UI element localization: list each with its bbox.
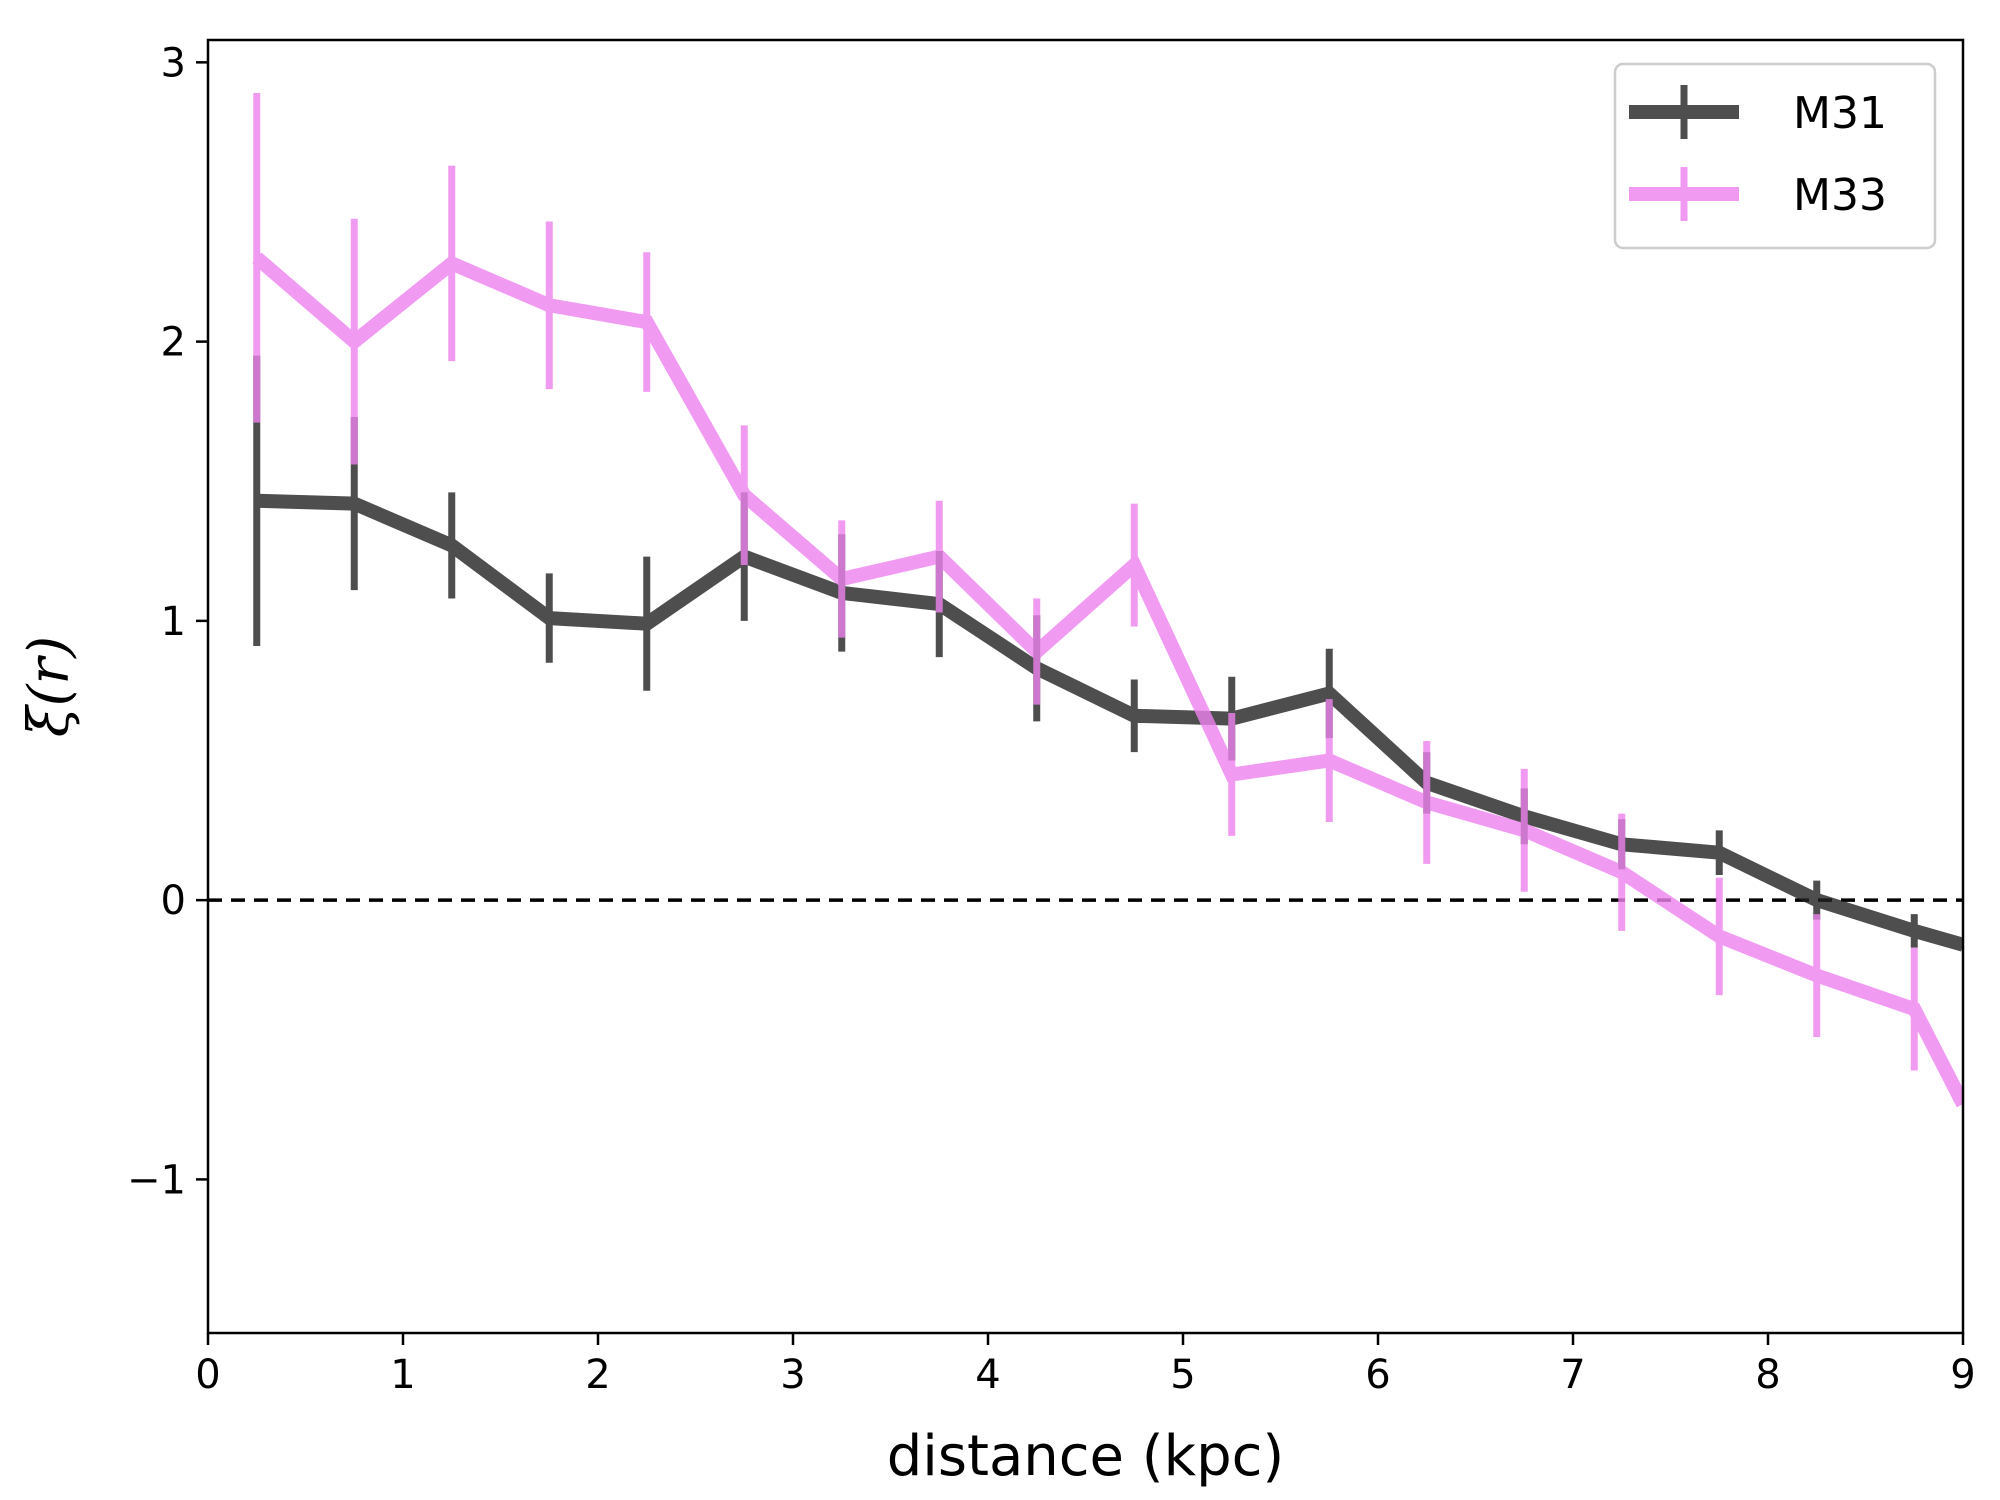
- x-tick-label: 8: [1755, 1352, 1780, 1398]
- x-tick-label: 5: [1170, 1352, 1195, 1398]
- x-axis-label: distance (kpc): [887, 1424, 1285, 1489]
- legend: M31 M33: [1613, 62, 1937, 250]
- x-tick-label: 4: [975, 1352, 1000, 1398]
- legend-box: [1613, 62, 1937, 250]
- x-tick-label: 0: [195, 1352, 220, 1398]
- legend-label-m33: M33: [1793, 170, 1887, 221]
- plot-content: [208, 93, 1963, 1108]
- x-tick-label: 9: [1950, 1352, 1975, 1398]
- y-axis-label: ξ(r): [17, 636, 82, 737]
- x-tick-label: 2: [585, 1352, 610, 1398]
- legend-handle-m33: [1629, 167, 1739, 221]
- series-m33: [252, 93, 1963, 1108]
- x-tick-label: 3: [780, 1352, 805, 1398]
- legend-label-m31: M31: [1793, 88, 1887, 139]
- axis-ticks: 0 1 2 3 4 5 6 7 8 9 −1 0 1 2 3: [127, 40, 1976, 1398]
- y-tick-label: 3: [161, 40, 186, 86]
- legend-handle-m31: [1629, 85, 1739, 139]
- y-tick-label: 2: [161, 320, 186, 366]
- series-line-m33: [252, 252, 1963, 1108]
- plot-area: [208, 93, 1963, 1108]
- plot-frame: [206, 38, 1965, 1335]
- x-tick-label: 7: [1560, 1352, 1585, 1398]
- series-m31: [253, 355, 1963, 952]
- x-tick-label: 1: [390, 1352, 415, 1398]
- x-tick-label: 6: [1365, 1352, 1390, 1398]
- series-line-m31: [256, 493, 1963, 952]
- y-tick-label: 0: [161, 878, 186, 924]
- y-tick-label: −1: [127, 1157, 186, 1203]
- y-tick-label: 1: [161, 599, 186, 645]
